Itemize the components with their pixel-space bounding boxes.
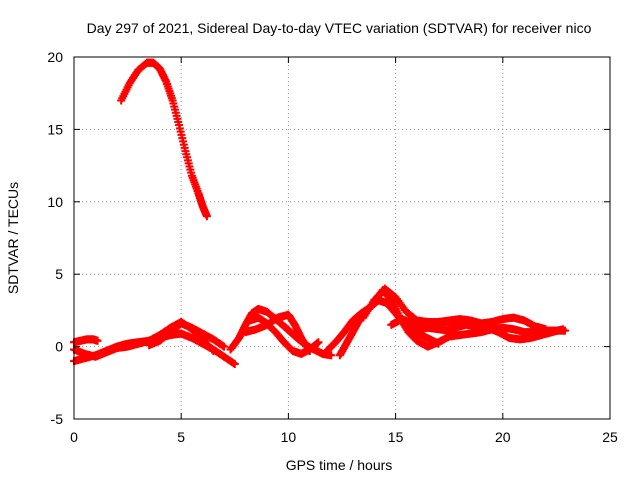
series-track-d [145,319,229,351]
series-track-high-arc [117,58,211,221]
data-point [434,339,443,348]
series-track-a [70,335,102,347]
grid [74,57,610,419]
data-point [208,345,217,354]
x-tick-label: 5 [177,429,185,445]
series-track-l [413,319,486,335]
y-tick-label: 5 [55,266,63,282]
ticks: 0 5 10 15 20 25 -5 0 5 10 15 20 [47,49,618,445]
data-point [202,212,211,221]
x-tick-label: 0 [70,429,78,445]
y-axis-label: SDTVAR / TECUs [5,182,21,294]
x-tick-label: 25 [602,429,618,445]
series-track-g [245,313,323,358]
y-tick-label: 0 [55,339,63,355]
x-tick-label: 10 [281,429,297,445]
x-tick-label: 20 [495,429,511,445]
x-tick-label: 15 [388,429,404,445]
data-point [477,320,486,329]
data-point [558,325,567,334]
plot-frame [73,56,611,420]
data-point [314,338,323,347]
y-tick-label: 20 [47,49,63,65]
data-point [230,359,239,368]
data-point [220,342,229,351]
y-tick-label: 15 [47,121,63,137]
y-tick-label: -5 [51,411,64,427]
chart-title: Day 297 of 2021, Sidereal Day-to-day VTE… [87,20,592,36]
data-layer [70,58,569,368]
data-point [327,351,336,360]
y-tick-label: 10 [47,194,63,210]
data-point [93,336,102,345]
series-track-f [241,310,314,355]
data-point [209,346,218,355]
x-axis-label: GPS time / hours [286,457,393,473]
